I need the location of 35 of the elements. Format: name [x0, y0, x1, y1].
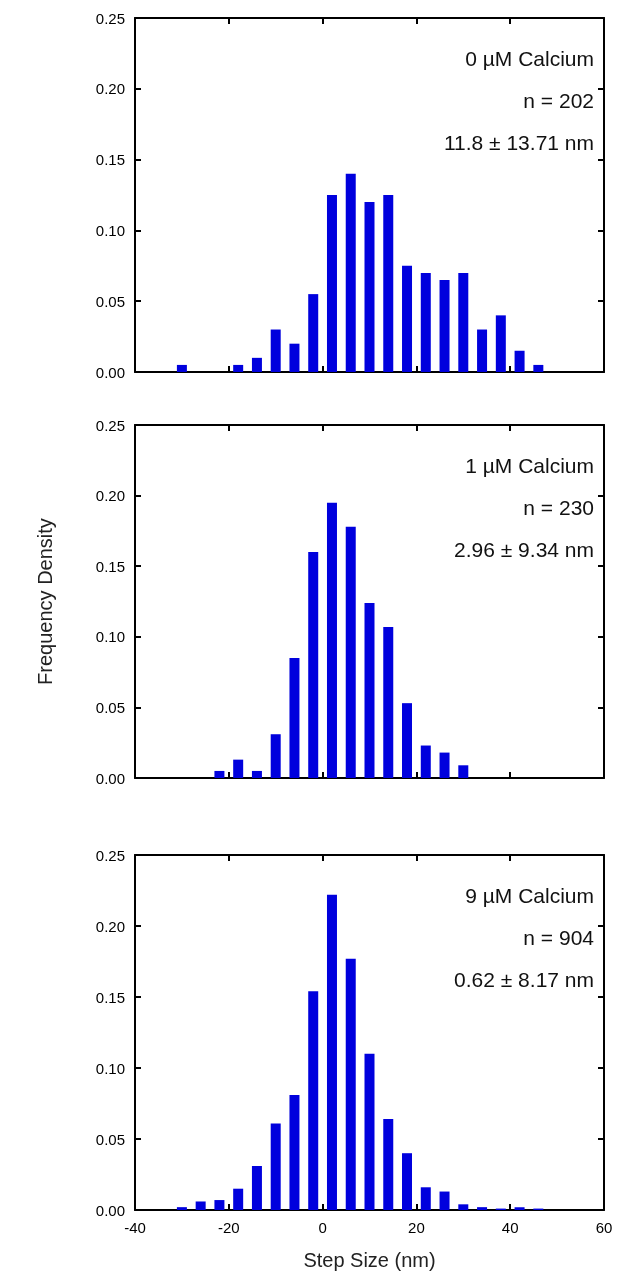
y-tick-label: 0.05 — [95, 698, 125, 716]
annotation: 11.8 ± 13.71 nm — [443, 131, 595, 154]
x-tick-label: -40 — [124, 1219, 146, 1236]
y-tick-label: 0.15 — [95, 988, 125, 1006]
x-tick-label: -20 — [217, 1219, 240, 1236]
y-axis-title: Frequency Density — [34, 518, 56, 685]
annotation: 2.96 ± 9.34 nm — [454, 538, 594, 561]
y-tick-label: 0.25 — [95, 846, 125, 864]
annotation: 0 µM Calcium — [465, 47, 594, 70]
annotation: 0.62 ± 8.17 nm — [454, 968, 594, 991]
y-tick-label: 0.05 — [95, 292, 125, 310]
y-tick-label: 0.05 — [95, 1130, 125, 1148]
x-tick-label: 0 — [318, 1219, 327, 1236]
y-tick-label: 0.00 — [95, 363, 125, 381]
x-tick-label: 60 — [595, 1219, 613, 1236]
y-tick-label: 0.15 — [95, 557, 125, 575]
y-tick-label: 0.20 — [95, 917, 125, 935]
y-tick-label: 0.00 — [95, 1201, 125, 1219]
annotation: 9 µM Calcium — [465, 884, 594, 907]
annotation: 1 µM Calcium — [465, 454, 594, 477]
y-tick-label: 0.15 — [95, 151, 125, 169]
annotation: n = 230 — [523, 496, 594, 519]
y-tick-label: 0.10 — [95, 1059, 125, 1077]
x-axis-title: Step Size (nm) — [303, 1249, 436, 1271]
annotation: n = 202 — [523, 89, 594, 112]
y-tick-label: 0.10 — [95, 628, 125, 646]
x-tick-label: 20 — [408, 1219, 425, 1236]
annotation: n = 904 — [523, 926, 595, 949]
y-tick-label: 0.00 — [95, 769, 125, 787]
x-tick-label: 40 — [501, 1219, 519, 1236]
y-tick-label: 0.25 — [95, 416, 125, 434]
y-tick-label: 0.20 — [95, 487, 125, 505]
y-tick-label: 0.25 — [95, 9, 125, 27]
y-tick-label: 0.20 — [95, 80, 125, 98]
y-tick-label: 0.10 — [95, 221, 125, 239]
